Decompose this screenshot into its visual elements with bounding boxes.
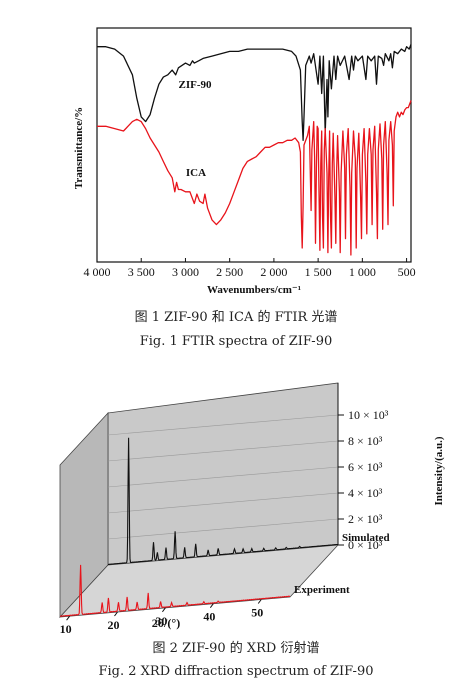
ftir-x-tick-label: 1 000: [349, 265, 376, 279]
ftir-x-tick-label: 2 500: [216, 265, 243, 279]
figure1-caption-cn: 图 1 ZIF-90 和 ICA 的 FTIR 光谱: [134, 310, 338, 325]
ftir-series-label: ICA: [186, 167, 206, 179]
xrd-x-ticks: 10 20 30 40 50: [60, 599, 263, 635]
xrd-series-label: Experiment: [294, 584, 350, 596]
xrd-gridline: [107, 492, 339, 514]
xrd-y-tick-label: 4 × 10³: [348, 486, 383, 500]
xrd-y-axis-label: Intensity/(a.u.): [433, 436, 445, 505]
xrd-y-tick-label: 8 × 10³: [348, 434, 383, 448]
xrd-y-tick-label: 10 × 10³: [348, 408, 389, 422]
xrd-x-tick-mark: [114, 611, 118, 617]
ftir-y-axis-label: Transmittance/%: [73, 107, 85, 189]
ftir-plot-frame: [96, 27, 412, 263]
xrd-gridlines: [107, 414, 339, 540]
xrd-y-tick-label: 2 × 10³: [348, 512, 383, 526]
ftir-series-line: [97, 44, 412, 141]
xrd-series-labels: Simulated Experiment: [294, 532, 390, 596]
ftir-series-line: [97, 100, 412, 256]
xrd-x-tick-mark: [162, 607, 166, 613]
xrd-gridline: [107, 466, 339, 488]
xrd-x-tick-label: 10: [60, 622, 72, 635]
xrd-gridline: [107, 414, 339, 436]
xrd-x-tick-mark: [66, 615, 70, 621]
ftir-x-tick-label: 500: [398, 265, 416, 279]
xrd-y-tick-label: 6 × 10³: [348, 460, 383, 474]
figure2-caption-cn: 图 2 ZIF-90 的 XRD 衍射谱: [152, 641, 320, 656]
xrd-y-tick-label: 0 × 10³: [348, 538, 383, 552]
ftir-series-group: [97, 44, 412, 256]
ftir-chart: 4 000 3 500 3 000 2 500 2 000 1 500 1 000 500 Z…: [73, 27, 416, 296]
ftir-x-axis-label: Wavenumbers/cm⁻¹: [207, 284, 301, 296]
ftir-series-label: ZIF-90: [179, 79, 213, 91]
xrd-x-tick-label: 40: [203, 610, 215, 624]
ftir-series-labels: ZIF-90 ICA: [179, 79, 213, 179]
xrd-x-tick-label: 30: [155, 614, 167, 628]
xrd-chart: 0 × 10³ 2 × 10³ 4 × 10³ 6 × 10³ 8 × 10³ 10 × …: [59, 382, 445, 635]
ftir-x-tick-label: 3 000: [172, 265, 199, 279]
ftir-x-tick-label: 1 500: [305, 265, 332, 279]
ftir-x-tick-label: 2 000: [260, 265, 287, 279]
xrd-series-group: [59, 437, 339, 617]
xrd-series-line: [108, 437, 339, 565]
figure2-caption-en: Fig. 2 XRD diffraction spectrum of ZIF-9…: [98, 664, 374, 679]
ftir-x-ticks: 4 000 3 500 3 000 2 500 2 000 1 500 1 000 500: [84, 258, 416, 279]
ftir-x-tick-label: 4 000: [84, 265, 111, 279]
figure1-caption-en: Fig. 1 FTIR spectra of ZIF-90: [139, 334, 333, 349]
xrd-back-wall: [107, 382, 339, 566]
xrd-gridline: [107, 440, 339, 462]
xrd-x-tick-mark: [257, 599, 262, 604]
xrd-x-tick-label: 50: [251, 606, 263, 620]
xrd-gridline: [107, 518, 339, 540]
xrd-series-label: Simulated: [342, 532, 390, 544]
xrd-series-line: [59, 564, 291, 617]
xrd-x-tick-label: 20: [108, 618, 120, 632]
xrd-y-ticks: 0 × 10³ 2 × 10³ 4 × 10³ 6 × 10³ 8 × 10³ 10 × …: [337, 383, 389, 552]
ftir-x-tick-label: 3 500: [128, 265, 155, 279]
xrd-x-tick-mark: [209, 603, 214, 608]
xrd-x-axis-label: 2θ/(°): [152, 616, 180, 630]
